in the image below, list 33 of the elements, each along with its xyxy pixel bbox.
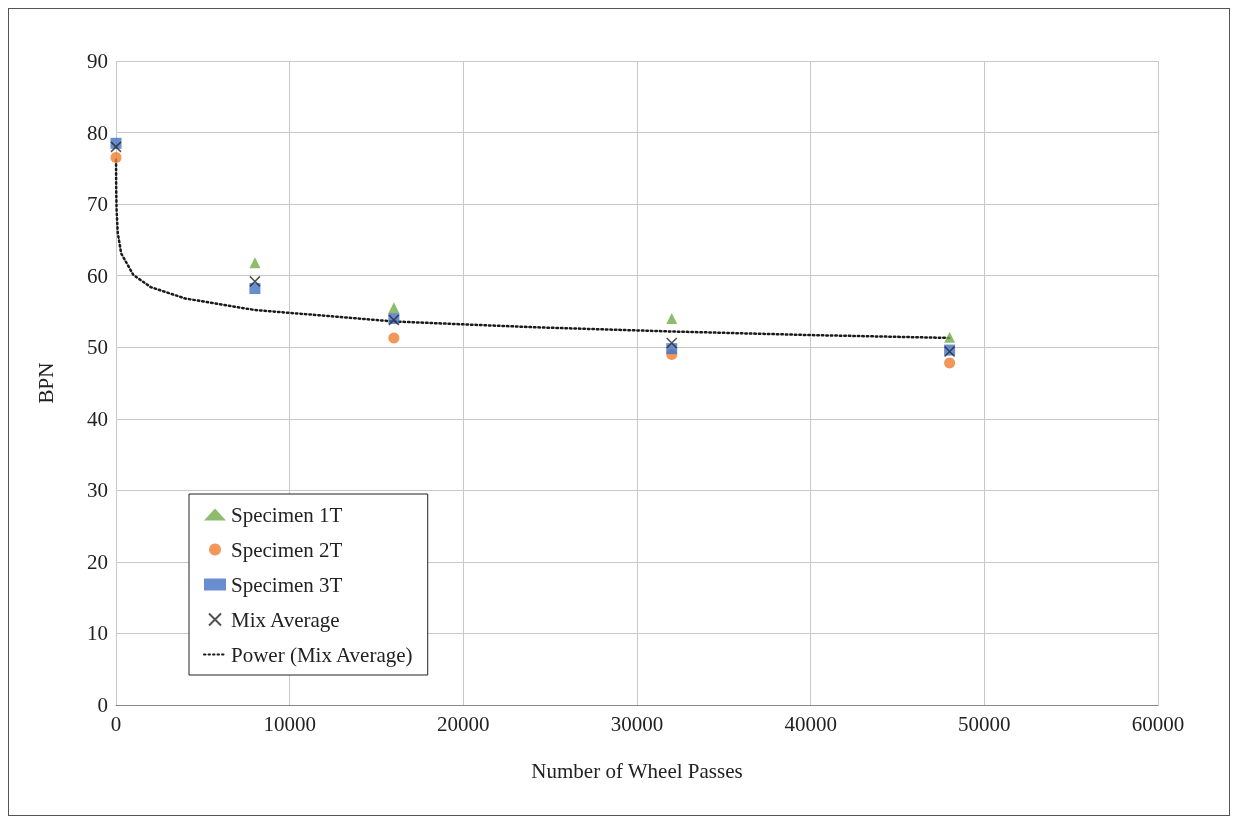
legend-label: Specimen 3T	[231, 572, 343, 597]
y-tick-label: 70	[87, 192, 108, 217]
point	[665, 337, 678, 349]
x-tick-label: 10000	[263, 711, 316, 736]
point	[388, 332, 400, 344]
x-tick-label: 30000	[610, 711, 664, 736]
legend-label: Mix Average	[231, 607, 340, 632]
x-tick-label: 20000	[437, 711, 490, 736]
y-tick-label: 20	[87, 549, 108, 574]
point	[110, 141, 122, 153]
legend-label: Specimen 1T	[231, 502, 343, 527]
point	[944, 331, 956, 343]
point	[249, 257, 261, 269]
y-axis-title: BPN	[33, 362, 58, 404]
y-tick-label: 90	[87, 49, 108, 73]
y-tick-label: 0	[97, 693, 108, 717]
point	[110, 152, 122, 164]
x-axis-title: Number of Wheel Passes	[531, 758, 743, 783]
y-tick-label: 60	[87, 263, 108, 288]
y-tick-label: 30	[87, 478, 108, 503]
point	[666, 313, 678, 325]
y-tick-label: 10	[87, 621, 108, 646]
legend-label: Power (Mix Average)	[231, 642, 413, 667]
y-tick-label: 40	[87, 406, 108, 431]
legend-label: Specimen 2T	[231, 537, 343, 562]
point	[249, 275, 261, 288]
y-tick-label: 50	[87, 335, 108, 360]
point	[944, 357, 956, 369]
x-tick-label: 50000	[958, 711, 1011, 736]
x-tick-label: 40000	[784, 711, 837, 736]
point	[388, 302, 400, 314]
y-tick-label: 80	[87, 120, 108, 145]
x-tick-label: 60000	[1131, 711, 1185, 736]
